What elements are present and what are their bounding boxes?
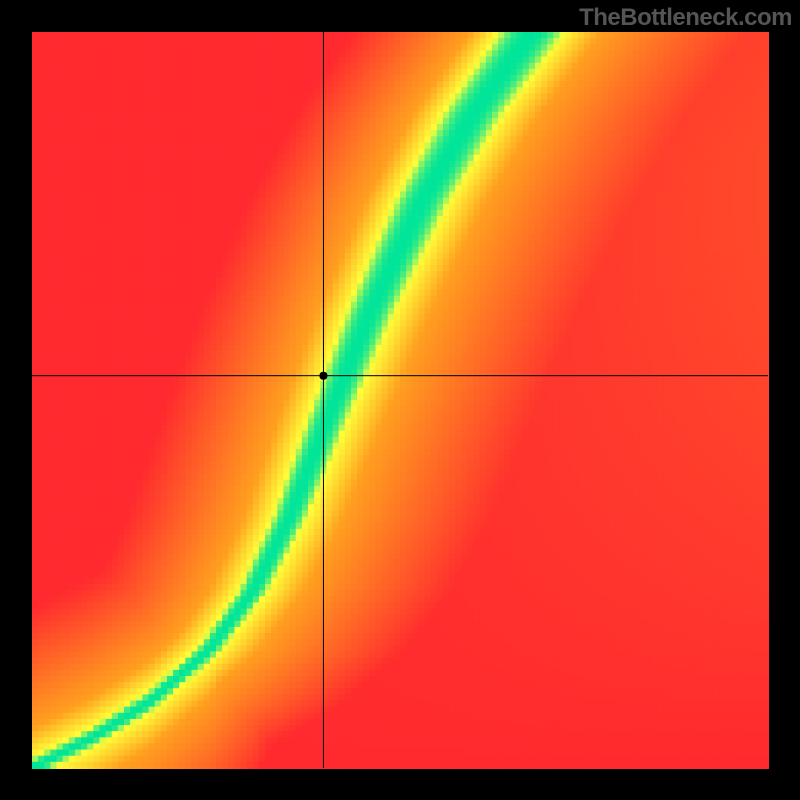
- bottleneck-heatmap: [0, 0, 800, 800]
- watermark-text: TheBottleneck.com: [579, 4, 792, 32]
- chart-container: TheBottleneck.com: [0, 0, 800, 800]
